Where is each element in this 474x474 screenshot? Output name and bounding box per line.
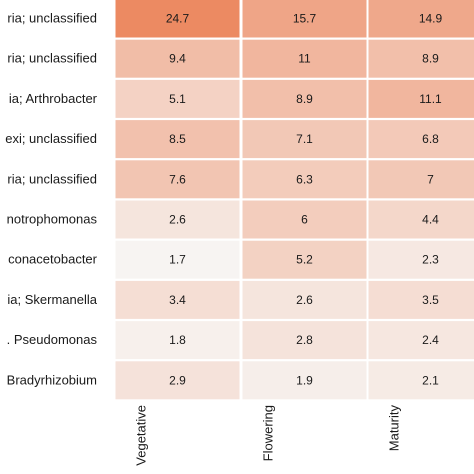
cell-value-label: 24.7	[166, 12, 190, 26]
cell-value-label: 3.4	[169, 293, 186, 307]
heatmap-cell	[114, 78, 241, 119]
cell-value-label: 7.1	[296, 132, 313, 146]
heatmap-cells: 24.7 15.7 14.9 9.4 11 8.9 5.1 8.9 11.1 8.5 7.1 6.8 7…	[114, 0, 474, 401]
heatmap-cell	[114, 239, 241, 280]
heatmap-cell	[367, 199, 474, 240]
cell-value-label: 2.8	[296, 333, 313, 347]
heatmap-cell	[241, 0, 368, 39]
cell-value-label: 14.9	[419, 12, 443, 26]
heatmap-cell	[114, 360, 241, 401]
cell-value-label: 1.7	[169, 253, 186, 267]
row-label: notrophomonas	[7, 212, 98, 227]
cell-value-label: 6.3	[296, 172, 313, 186]
heatmap-cell	[114, 199, 241, 240]
heatmap-cell	[241, 360, 368, 401]
heatmap-cell	[367, 78, 474, 119]
cell-value-label: 8.5	[169, 132, 186, 146]
row-label: exi; unclassified	[5, 131, 97, 146]
row-label: ria; unclassified	[7, 51, 97, 66]
heatmap-cell	[367, 320, 474, 361]
cell-value-label: 3.5	[422, 293, 439, 307]
cell-value-label: 2.6	[296, 293, 313, 307]
heatmap-cell	[367, 360, 474, 401]
cell-value-label: 2.1	[422, 373, 439, 387]
cell-value-label: 1.8	[169, 333, 186, 347]
heatmap-cell	[241, 38, 368, 79]
column-labels: Vegetative Flowering Maturity	[134, 405, 402, 466]
cell-value-label: 8.9	[422, 52, 439, 66]
heatmap-cell	[367, 119, 474, 160]
heatmap-cell	[241, 239, 368, 280]
row-label: ria; unclassified	[7, 171, 97, 186]
heatmap-cell	[114, 320, 241, 361]
cell-value-label: 11	[298, 52, 311, 66]
cell-value-label: 6.8	[422, 132, 439, 146]
heatmap-cell	[367, 38, 474, 79]
cell-value-label: 6	[301, 213, 308, 227]
heatmap-cell	[241, 78, 368, 119]
cell-value-label: 11.1	[419, 92, 442, 106]
row-labels: ria; unclassified ria; unclassified ia; Ar…	[5, 11, 98, 388]
heatmap-cell	[114, 279, 241, 320]
cell-value-label: 1.9	[296, 373, 313, 387]
cell-value-label: 8.9	[296, 92, 313, 106]
row-label: Bradyrhizobium	[7, 372, 97, 387]
cell-value-label: 2.4	[422, 333, 439, 347]
cell-value-label: 2.9	[169, 373, 186, 387]
heatmap-cell	[241, 279, 368, 320]
row-label: ia; Arthrobacter	[9, 91, 98, 106]
row-label: ria; unclassified	[7, 11, 97, 26]
column-label: Vegetative	[134, 405, 149, 466]
heatmap-cell	[114, 119, 241, 160]
heatmap-cell	[241, 199, 368, 240]
heatmap-cell	[367, 239, 474, 280]
column-label: Flowering	[261, 405, 276, 461]
row-label: ia; Skermanella	[7, 292, 97, 307]
cell-value-label: 5.2	[296, 253, 313, 267]
cell-value-label: 15.7	[293, 12, 317, 26]
heatmap-cell	[367, 279, 474, 320]
cell-value-label: 2.3	[422, 253, 439, 267]
heatmap-cell	[367, 0, 474, 39]
row-label: . Pseudomonas	[7, 332, 98, 347]
cell-value-label: 4.4	[422, 213, 439, 227]
column-label: Maturity	[387, 405, 402, 452]
cell-value-label: 2.6	[169, 213, 186, 227]
heatmap-cell	[241, 320, 368, 361]
heatmap-cell	[114, 0, 241, 39]
cell-value-label: 7.6	[169, 172, 186, 186]
heatmap-cell	[114, 159, 241, 200]
cell-value-label: 7	[427, 172, 434, 186]
heatmap-cell	[367, 159, 474, 200]
row-label: conacetobacter	[8, 252, 98, 267]
heatmap-cell	[241, 159, 368, 200]
heatmap-cell	[114, 38, 241, 79]
cell-value-label: 9.4	[169, 52, 186, 66]
cell-value-label: 5.1	[169, 92, 186, 106]
heatmap-cell	[241, 119, 368, 160]
